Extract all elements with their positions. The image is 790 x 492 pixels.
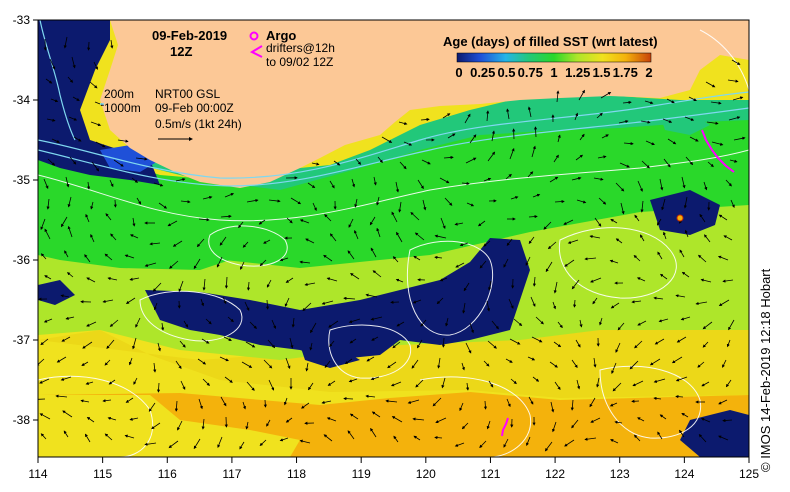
lat-tick-label: -38 bbox=[13, 413, 31, 427]
map-field bbox=[38, 20, 749, 457]
colorbar-tick-label: 1 bbox=[550, 65, 557, 80]
map-date: 09-Feb-2019 bbox=[152, 28, 227, 43]
drifter-label-1: drifters@12h bbox=[266, 41, 335, 55]
lon-tick-label: 114 bbox=[28, 467, 47, 481]
longitude-axis: 114 115 116 117 118 119 120 121 122 123 124 125 bbox=[28, 457, 759, 481]
credit-text: © IMOS 14-Feb-2019 12:18 Hobart bbox=[758, 268, 773, 472]
map-time: 12Z bbox=[170, 44, 192, 59]
colorbar bbox=[456, 52, 652, 63]
lon-tick-label: 123 bbox=[610, 467, 630, 481]
colorbar-tick-label: 0.25 bbox=[470, 65, 495, 80]
lon-tick-label: 118 bbox=[287, 467, 306, 481]
colorbar-tick-label: 0.5 bbox=[497, 65, 515, 80]
model-name: NRT00 GSL bbox=[155, 87, 220, 101]
lat-tick-label: -35 bbox=[13, 173, 31, 187]
drifter-icon bbox=[249, 45, 263, 58]
colorbar-tick-label: 1.5 bbox=[592, 65, 610, 80]
colorbar-tick-label: 1.75 bbox=[613, 65, 638, 80]
lon-tick-label: 122 bbox=[545, 467, 565, 481]
lat-tick-label: -34 bbox=[13, 93, 31, 107]
isobath-1000-label: 1000m bbox=[104, 101, 141, 115]
lon-tick-label: 116 bbox=[158, 467, 177, 481]
colorbar-tick-label: 2 bbox=[645, 65, 652, 80]
latitude-axis: -33 -34 -35 -36 -37 -38 bbox=[13, 13, 38, 427]
lon-tick-label: 119 bbox=[352, 467, 371, 481]
drifter-label-2: to 09/02 12Z bbox=[266, 55, 333, 69]
lon-tick-label: 115 bbox=[93, 467, 112, 481]
vector-scale-label: 0.5m/s (1kt 24h) bbox=[155, 117, 242, 131]
colorbar-tick-label: 1.25 bbox=[565, 65, 590, 80]
colorbar-tick-label: 0 bbox=[455, 65, 462, 80]
colorbar-ticks: 0 0.25 0.5 0.75 1 1.25 1.5 1.75 2 bbox=[455, 65, 652, 80]
argo-label: Argo bbox=[266, 28, 296, 43]
lon-tick-label: 117 bbox=[222, 467, 241, 481]
lon-tick-label: 120 bbox=[416, 467, 436, 481]
lat-tick-label: -36 bbox=[13, 253, 31, 267]
lat-tick-label: -37 bbox=[13, 333, 31, 347]
lon-tick-label: 125 bbox=[739, 467, 759, 481]
lon-tick-label: 124 bbox=[674, 467, 694, 481]
isobath-200-label: 200m bbox=[104, 87, 134, 101]
lat-tick-label: -33 bbox=[13, 13, 31, 27]
model-time: 09-Feb 00:00Z bbox=[155, 101, 234, 115]
colorbar-tick-label: 0.75 bbox=[518, 65, 543, 80]
lon-tick-label: 121 bbox=[480, 467, 500, 481]
argo-icon bbox=[249, 31, 259, 41]
colorbar-title: Age (days) of filled SST (wrt latest) bbox=[443, 34, 658, 49]
